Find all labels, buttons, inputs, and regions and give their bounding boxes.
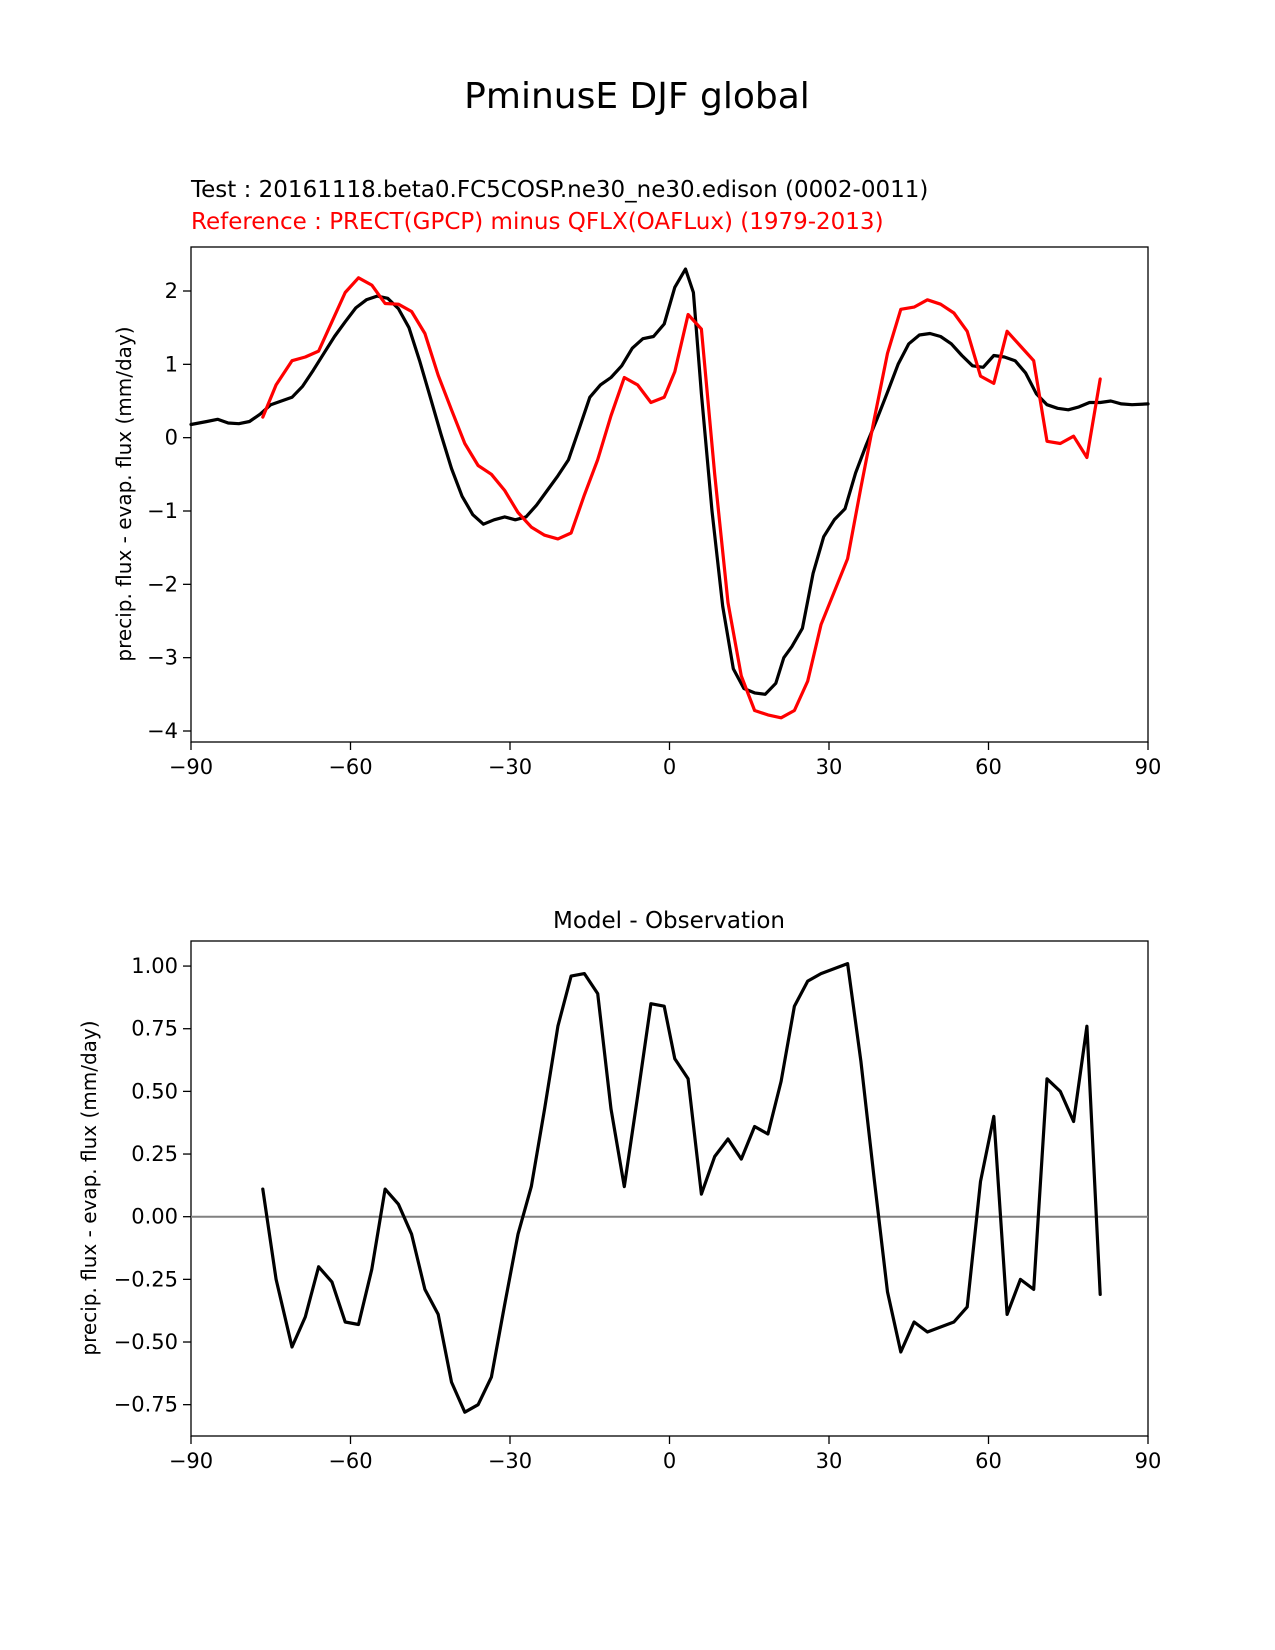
test-label: Test : 20161118.beta0.FC5COSP.ne30_ne30.… xyxy=(190,177,928,203)
bottom-y-tick-label: −0.75 xyxy=(114,1393,178,1417)
top-y-axis: −4 −3 −2 −1 0 1 2 xyxy=(147,279,191,743)
bottom-x-tick-label: 0 xyxy=(663,1449,676,1473)
top-y-tick-label: 1 xyxy=(165,352,178,376)
bottom-y-axis-label: precip. flux - evap. flux (mm/day) xyxy=(77,1020,101,1355)
bottom-y-axis: −0.75 −0.50 −0.25 0.00 0.25 0.50 0.75 1.00 xyxy=(114,954,191,1417)
bottom-series xyxy=(191,961,1148,1414)
top-x-tick-label: −90 xyxy=(169,755,213,779)
bottom-x-tick-label: 30 xyxy=(816,1449,843,1473)
top-x-axis: −90 −60 −30 0 30 60 90 xyxy=(169,742,1162,779)
top-x-tick-label: 60 xyxy=(975,755,1002,779)
top-series-line-0 xyxy=(189,267,1150,696)
top-series xyxy=(189,267,1150,720)
top-y-tick-label: 2 xyxy=(165,279,178,303)
bottom-series-line-0 xyxy=(261,961,1102,1414)
bottom-x-tick-label: 90 xyxy=(1135,1449,1162,1473)
top-x-tick-label: −60 xyxy=(328,755,372,779)
top-y-tick-label: −2 xyxy=(147,572,178,596)
bottom-y-tick-label: 1.00 xyxy=(131,954,178,978)
top-y-axis-label: precip. flux - evap. flux (mm/day) xyxy=(112,326,136,661)
reference-label: Reference : PRECT(GPCP) minus QFLX(OAFLu… xyxy=(191,209,884,235)
bottom-x-axis: −90 −60 −30 0 30 60 90 xyxy=(169,1436,1162,1473)
top-x-tick-label: −30 xyxy=(488,755,532,779)
top-y-tick-label: −4 xyxy=(147,719,178,743)
bottom-y-tick-label: 0.00 xyxy=(131,1205,178,1229)
top-y-tick-label: 0 xyxy=(165,426,178,450)
bottom-plot-area xyxy=(190,940,1149,1437)
figure-title: PminusE DJF global xyxy=(464,76,810,117)
bottom-x-tick-label: −90 xyxy=(169,1449,213,1473)
bottom-title: Model - Observation xyxy=(553,908,785,934)
bottom-y-tick-label: −0.25 xyxy=(114,1267,178,1291)
bottom-x-tick-label: −30 xyxy=(488,1449,532,1473)
top-x-tick-label: 90 xyxy=(1135,755,1162,779)
top-y-tick-label: −3 xyxy=(147,646,178,670)
top-plot-area xyxy=(190,246,1149,743)
bottom-x-tick-label: 60 xyxy=(975,1449,1002,1473)
bottom-x-tick-label: −60 xyxy=(328,1449,372,1473)
bottom-y-tick-label: 0.75 xyxy=(131,1017,178,1041)
bottom-y-tick-label: 0.50 xyxy=(131,1079,178,1103)
top-y-tick-label: −1 xyxy=(147,499,178,523)
top-series-line-1 xyxy=(261,276,1102,720)
bottom-y-tick-label: −0.50 xyxy=(114,1330,178,1354)
top-panel: Test : 20161118.beta0.FC5COSP.ne30_ne30.… xyxy=(112,177,1161,779)
top-x-tick-label: 30 xyxy=(816,755,843,779)
bottom-y-tick-label: 0.25 xyxy=(131,1142,178,1166)
top-x-tick-label: 0 xyxy=(663,755,676,779)
bottom-panel: Model - Observation −90 −60 −30 0 30 60 90 −0.… xyxy=(77,908,1161,1473)
